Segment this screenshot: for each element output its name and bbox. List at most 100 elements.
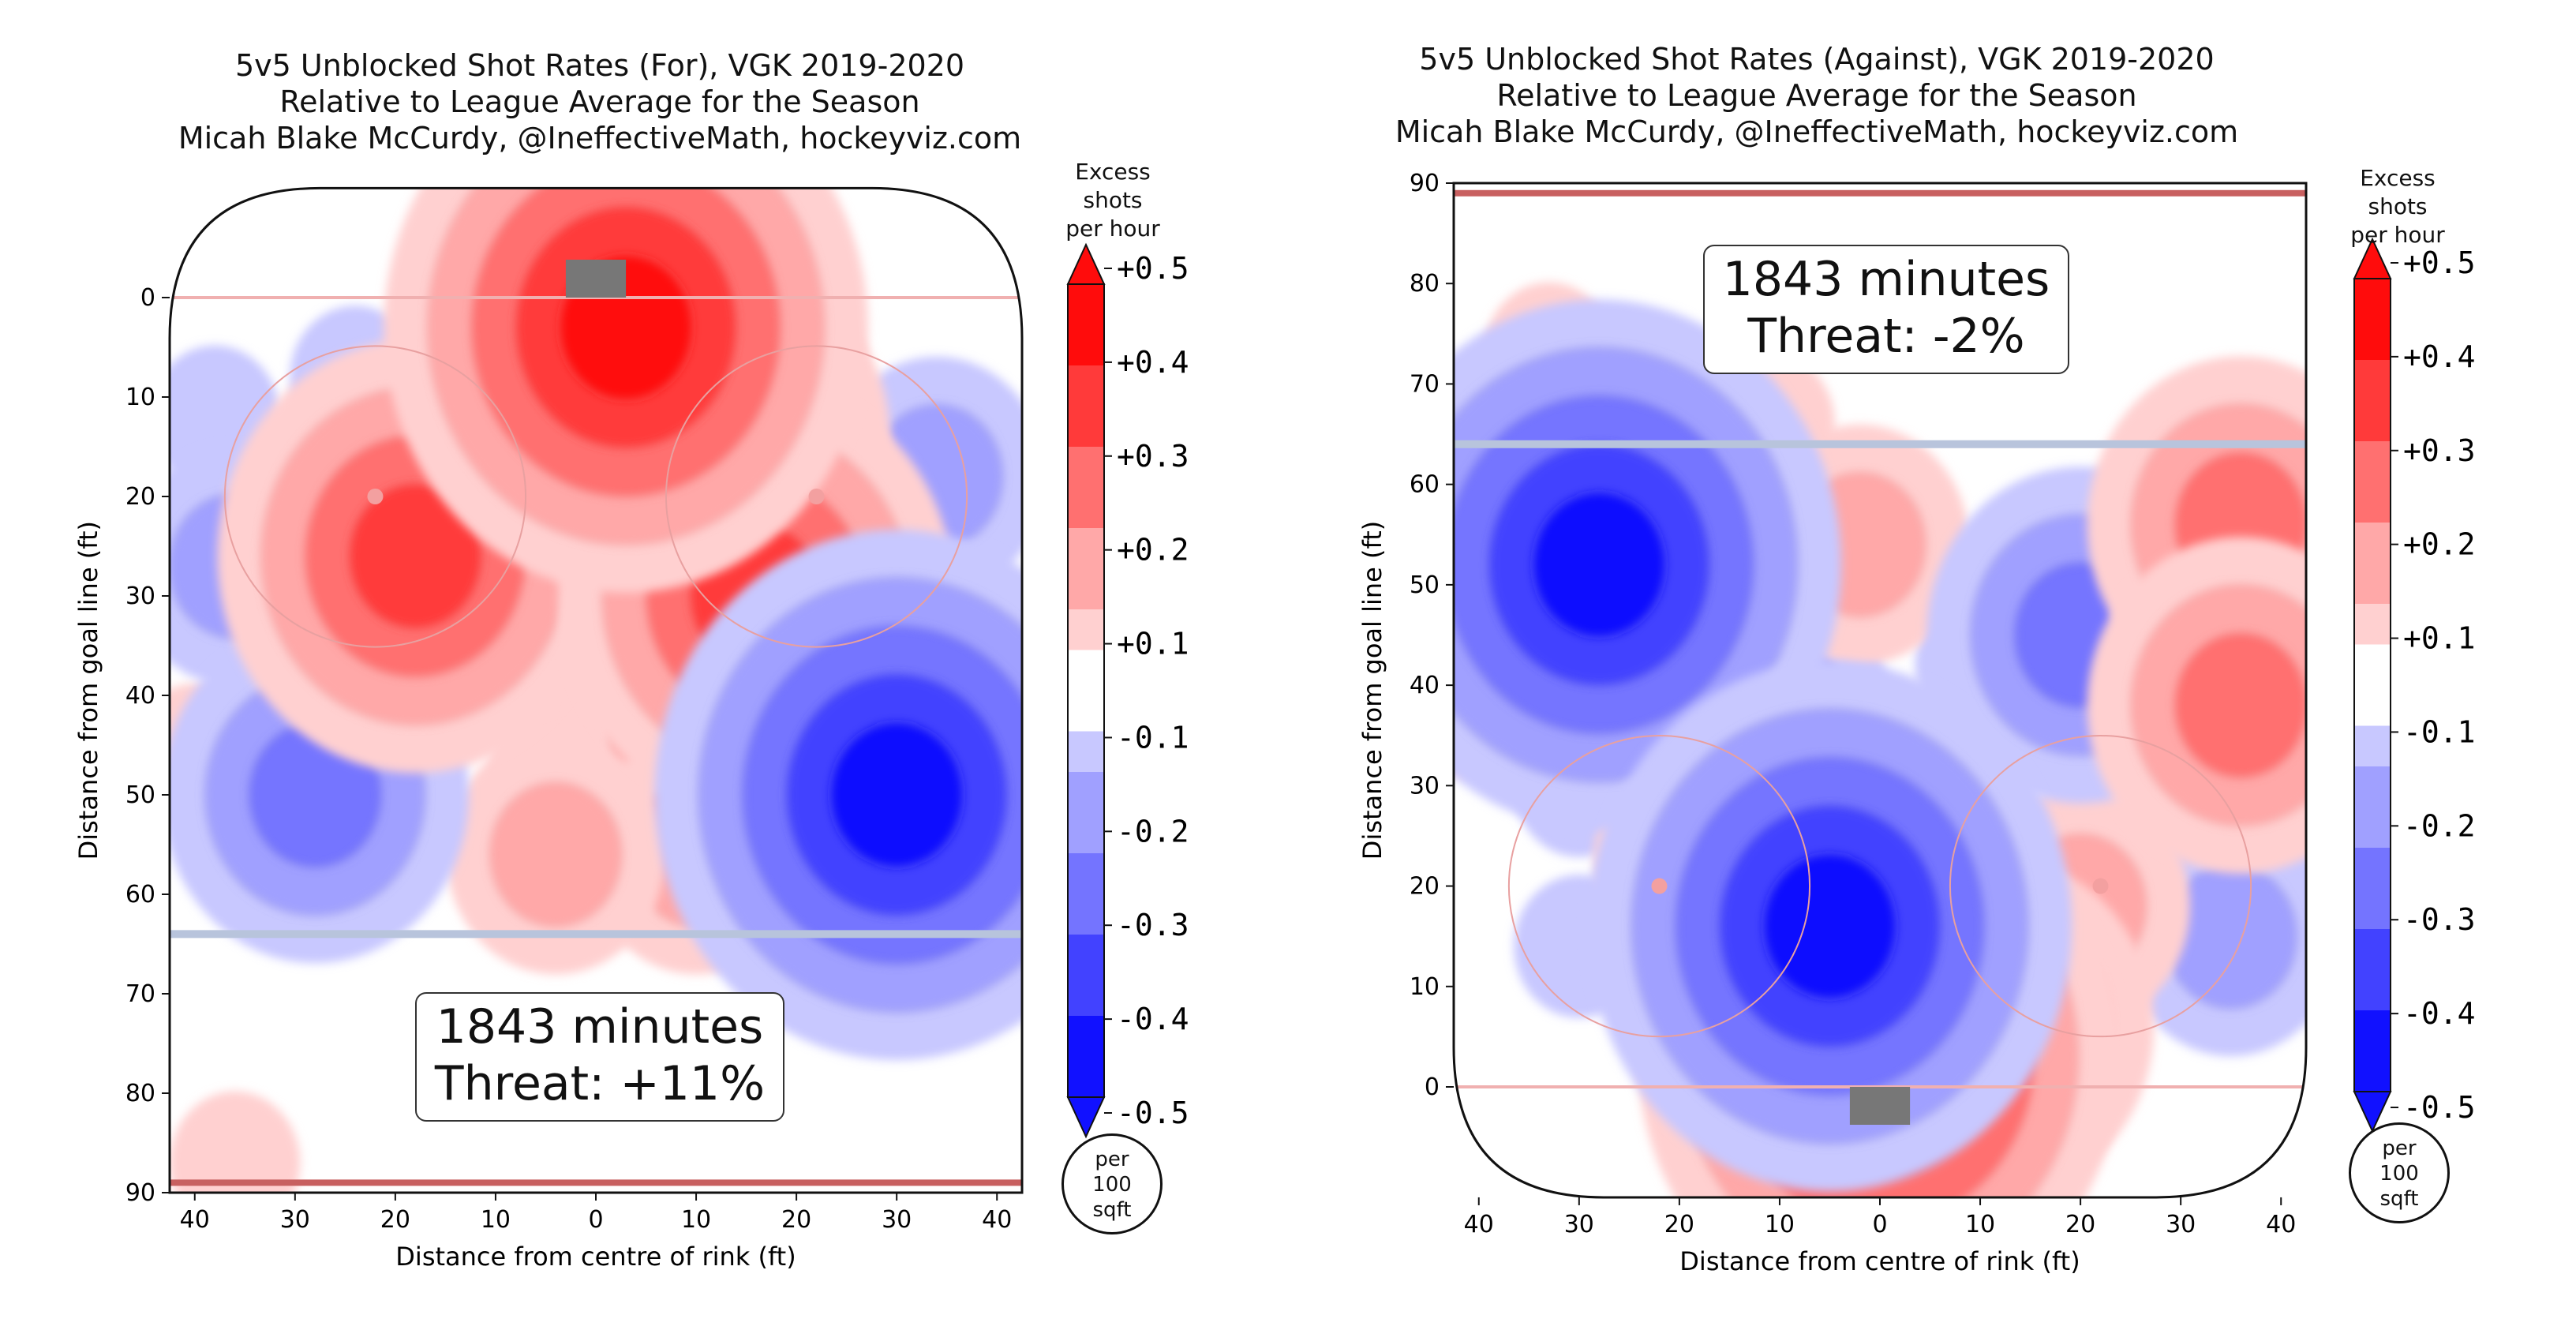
colorbar-extend-top [1066, 242, 1106, 285]
colorbar-tick-label: +0.5 [1117, 251, 1189, 286]
y-tick-label: 80 [125, 1080, 155, 1107]
x-tick-label: 30 [1564, 1211, 1594, 1238]
heatmap-contour [2175, 633, 2306, 777]
faceoff-circle [1949, 734, 2252, 1038]
y-tick-label: 30 [125, 583, 155, 610]
colorbar-segment [2354, 360, 2391, 441]
x-tick-label: 30 [882, 1206, 912, 1234]
x-tick-label: 20 [1664, 1211, 1694, 1238]
colorbar-tick-label: +0.3 [1117, 439, 1189, 474]
colorbar-segment [1068, 935, 1104, 1016]
title-line-1: 5v5 Unblocked Shot Rates (For), VGK 2019… [234, 48, 965, 83]
threat-text: Threat: +11% [434, 1056, 766, 1111]
colorbar-segment [1068, 772, 1104, 853]
x-tick-label: 20 [380, 1206, 410, 1234]
colorbar-title: Excess shots per hour [1050, 158, 1176, 243]
colorbar-segment [2354, 1010, 2391, 1092]
x-tick-label: 20 [781, 1206, 811, 1234]
x-tick-label: 10 [681, 1206, 711, 1234]
minutes-text: 1843 minutes [436, 999, 764, 1055]
colorbar-tick-label: -0.1 [2403, 714, 2476, 749]
faceoff-circle [665, 345, 968, 648]
summary-box: 1843 minutes Threat: -2% [1703, 245, 2069, 374]
colorbar-segment [1068, 365, 1104, 447]
colorbar-extend-bottom [1066, 1096, 1106, 1139]
rink-plot: 40 30 20 10 0 10 20 30 400102030405060708090Dist… [1357, 170, 2476, 1276]
colorbar-title-line: Excess [1075, 159, 1151, 185]
colorbar-title-line: Excess [2360, 165, 2436, 191]
heatmap-area [170, 188, 1022, 1193]
colorbar-segment [2354, 523, 2391, 604]
rink-boards [168, 186, 1024, 1194]
colorbar-title: Excess shots per hour [2334, 164, 2461, 249]
rink-plot: 40 30 20 10 0 10 20 30 400102030405060708090Dist… [73, 186, 1189, 1272]
left-chart-panel: 5v5 Unblocked Shot Rates (For), VGK 2019… [73, 48, 1189, 1272]
y-tick-label: 0 [140, 284, 155, 312]
colorbar-tick-label: +0.4 [1117, 345, 1189, 380]
unit-line: per [2382, 1137, 2417, 1160]
colorbar-title-line: shots [1083, 187, 1143, 213]
colorbar-segment [2354, 929, 2391, 1010]
colorbar-segment [1068, 528, 1104, 609]
title-line-3: Micah Blake McCurdy, @IneffectiveMath, h… [178, 121, 1022, 155]
colorbar-segment [1068, 650, 1104, 732]
colorbar-segment [2354, 279, 2391, 360]
colorbar-tick-label: -0.3 [1117, 908, 1189, 942]
colorbar-title-line: per hour [1065, 215, 1160, 242]
summary-box: 1843 minutes Threat: +11% [415, 992, 784, 1122]
x-tick-label: 20 [2065, 1211, 2095, 1238]
x-tick-label: 40 [982, 1206, 1012, 1234]
y-tick-label: 60 [125, 881, 155, 909]
colorbar-segment [1068, 447, 1104, 528]
unit-line: sqft [1092, 1198, 1132, 1222]
y-tick-label: 0 [1425, 1073, 1440, 1101]
y-tick-label: 90 [1410, 170, 1440, 197]
colorbar-frame [1067, 283, 1105, 1098]
title-line-2: Relative to League Average for the Seaso… [279, 84, 920, 119]
colorbar-tick-label: +0.1 [2403, 621, 2476, 656]
goal-net [1849, 1087, 1911, 1125]
y-tick-label: 30 [1410, 772, 1440, 800]
y-tick-label: 10 [1410, 973, 1440, 1001]
colorbar-title-line: shots [2368, 193, 2428, 219]
title-line-2: Relative to League Average for the Seaso… [1496, 78, 2137, 113]
colorbar-segment [2354, 848, 2391, 929]
goal-net [565, 260, 627, 298]
colorbar-tick-label: +0.5 [2403, 245, 2476, 280]
minutes-text: 1843 minutes [1722, 252, 2050, 307]
faceoff-dot [367, 489, 384, 504]
heatmap-contour [1533, 493, 1665, 637]
colorbar-segment [1068, 284, 1104, 365]
right-chart-panel: 5v5 Unblocked Shot Rates (Against), VGK … [1288, 0, 2576, 1330]
y-tick-label: 40 [125, 682, 155, 710]
colorbar-tick-label: +0.4 [2403, 339, 2476, 374]
colorbar-segment [2354, 644, 2391, 726]
x-tick-label: 10 [1965, 1211, 1995, 1238]
heatmap-contour [170, 1091, 301, 1193]
x-tick-label: 0 [588, 1206, 603, 1234]
unit-line: per [1095, 1148, 1129, 1171]
y-axis-label: Distance from goal line (ft) [73, 521, 103, 860]
colorbar-segment [1068, 1016, 1104, 1097]
colorbar-tick-label: -0.2 [1117, 814, 1189, 849]
unit-line: 100 [2379, 1162, 2419, 1186]
title-line-1: 5v5 Unblocked Shot Rates (Against), VGK … [1419, 42, 2215, 77]
y-tick-label: 90 [125, 1179, 155, 1207]
faceoff-circle [223, 345, 527, 648]
x-tick-label: 10 [481, 1206, 511, 1234]
colorbar-tick-label: -0.2 [2403, 808, 2476, 843]
unit-circle: per 100 sqft [2349, 1122, 2450, 1223]
y-tick-label: 80 [1410, 270, 1440, 298]
heatmap-contour [1764, 854, 1896, 998]
unit-line: sqft [2379, 1187, 2419, 1211]
colorbar-segment [2354, 441, 2391, 523]
colorbar-tick-label: -0.3 [2403, 902, 2476, 937]
unit-line: 100 [1092, 1173, 1132, 1197]
x-tick-label: 30 [280, 1206, 310, 1234]
y-tick-label: 40 [1410, 672, 1440, 699]
unit-circle: per 100 sqft [1061, 1133, 1163, 1234]
y-tick-label: 20 [125, 483, 155, 511]
y-tick-label: 50 [125, 781, 155, 809]
colorbar-tick-label: -0.1 [1117, 720, 1189, 755]
colorbar-tick-label: -0.5 [2403, 1090, 2476, 1125]
